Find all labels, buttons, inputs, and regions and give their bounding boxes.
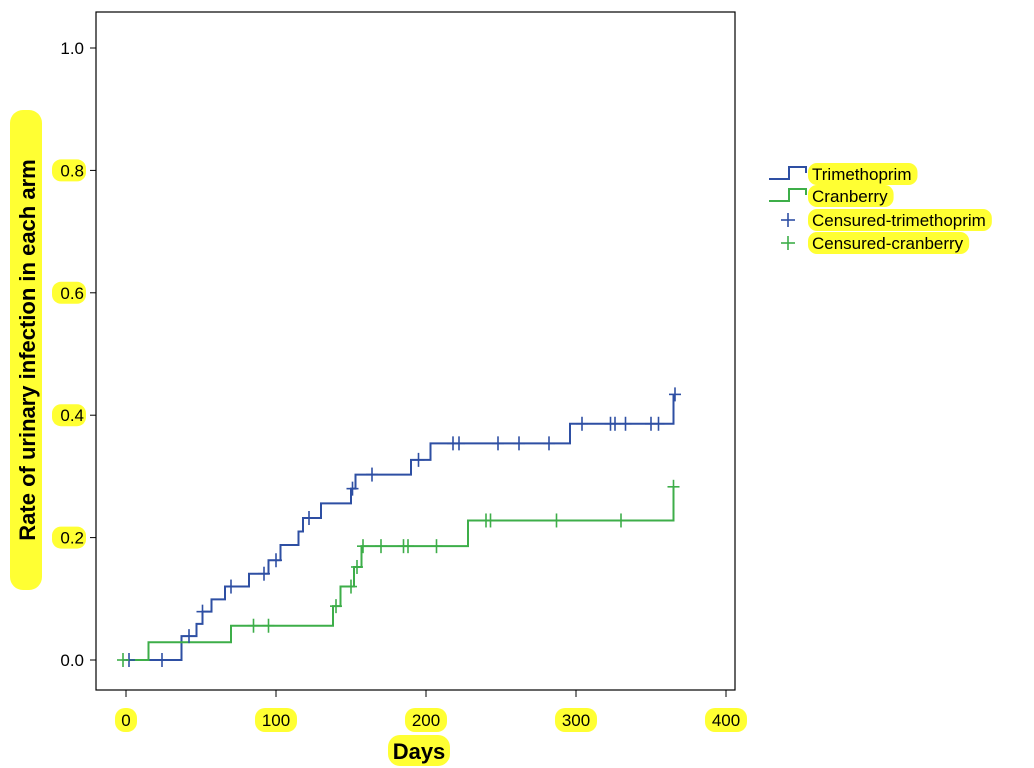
series-trimethoprim-line: [126, 394, 675, 661]
censored-cranberry-mark: [667, 479, 680, 494]
censored-trimethoprim-mark: [576, 416, 588, 431]
y-axis-title: Rate of urinary infection in each arm: [15, 159, 40, 540]
censored-trimethoprim-mark: [303, 511, 315, 526]
y-axis-title-group: Rate of urinary infection in each arm: [10, 110, 42, 590]
legend-line-icon: [769, 166, 807, 180]
censored-trimethoprim-mark: [412, 452, 425, 467]
legend-label: Censured-trimethoprim: [812, 211, 986, 230]
censored-trimethoprim-mark: [492, 436, 504, 451]
censored-cranberry-mark: [247, 618, 260, 633]
censored-cranberry-mark: [430, 539, 443, 554]
x-tick-label: 0: [121, 711, 130, 730]
censored-trimethoprim-mark: [453, 436, 465, 451]
censored-trimethoprim-mark: [609, 416, 621, 431]
series-cranberry-line: [126, 486, 675, 661]
censored-trimethoprim-mark: [543, 436, 555, 451]
y-tick-label: 1.0: [60, 39, 84, 58]
censored-trimethoprim-mark: [196, 604, 209, 619]
censored-cranberry-mark: [357, 539, 369, 554]
x-axis-title: Days: [393, 739, 446, 764]
y-tick-label: 0.2: [60, 529, 84, 548]
censored-cranberry-mark: [402, 539, 414, 554]
censored-trimethoprim-mark: [225, 579, 237, 594]
y-axis: 0.0 0.2 0.4 0.6 0.8 1.0: [52, 39, 96, 670]
x-tick-label: 400: [712, 711, 740, 730]
x-tick-label: 200: [412, 711, 440, 730]
x-axis-title-group: Days: [388, 735, 450, 766]
censored-cranberry-mark: [330, 599, 342, 614]
legend: Trimethoprim Cranberry Censured-trimethopr…: [769, 163, 992, 254]
censored-cranberry-mark: [550, 513, 563, 528]
legend-label: Cranberry: [812, 187, 888, 206]
censored-cranberry-mark: [615, 513, 627, 528]
censored-trimethoprim-mark: [513, 436, 525, 451]
legend-item-censured-cranberry: Censured-cranberry: [781, 232, 970, 254]
censored-cranberry-mark: [345, 579, 357, 594]
censored-trimethoprim-mark: [156, 653, 168, 667]
legend-item-trimethoprim: Trimethoprim: [769, 163, 918, 185]
x-axis: 0 100 200 300 400: [115, 690, 747, 732]
censored-trimethoprim-mark: [619, 416, 632, 431]
legend-cross-icon: [781, 236, 795, 250]
censored-cranberry-mark: [351, 559, 363, 574]
censor-layer: [117, 387, 681, 667]
x-tick-label: 300: [562, 711, 590, 730]
legend-label: Trimethoprim: [812, 165, 912, 184]
x-tick-label: 100: [262, 711, 290, 730]
censored-cranberry-mark: [484, 513, 497, 528]
legend-line-icon: [769, 188, 807, 202]
legend-label: Censured-cranberry: [812, 234, 964, 253]
censored-trimethoprim-mark: [270, 553, 282, 568]
censored-cranberry-mark: [262, 618, 275, 633]
censored-trimethoprim-mark: [183, 629, 195, 644]
censored-trimethoprim-mark: [258, 566, 270, 581]
y-tick-label: 0.4: [60, 406, 84, 425]
y-tick-label: 0.8: [60, 161, 84, 180]
legend-cross-icon: [781, 213, 795, 227]
legend-item-cranberry: Cranberry: [769, 185, 894, 207]
censored-cranberry-mark: [117, 653, 129, 667]
legend-item-censured-trimethoprim: Censured-trimethoprim: [781, 209, 992, 231]
censored-trimethoprim-mark: [366, 467, 378, 482]
censored-trimethoprim-mark: [346, 481, 359, 496]
y-tick-label: 0.6: [60, 284, 84, 303]
censored-trimethoprim-mark: [669, 387, 681, 402]
censored-cranberry-mark: [375, 539, 387, 554]
y-tick-label: 0.0: [60, 651, 84, 670]
plot-frame: [95, 11, 736, 691]
censored-trimethoprim-mark: [652, 416, 665, 431]
series-layer: [126, 394, 675, 661]
